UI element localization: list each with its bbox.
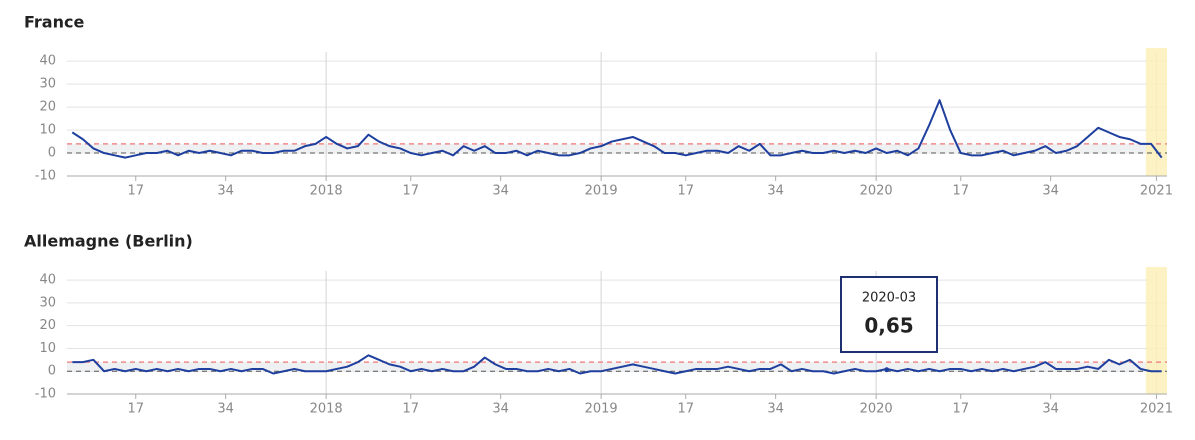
x-tick-label: 17 [402,184,419,199]
y-tick-label: 0 [48,146,56,161]
x-tick-label: 2021 [1140,402,1173,417]
threshold-band [67,362,1167,372]
y-tick-label: 40 [39,273,56,288]
x-tick-label: 34 [492,402,509,417]
panel-title: France [24,13,84,32]
x-tick-label: 17 [402,402,419,417]
highlight-band [1145,48,1167,176]
highlight-band [1145,267,1167,394]
x-tick-label: 17 [127,402,144,417]
panel-title: Allemagne (Berlin) [24,232,193,251]
x-tick-label: 34 [492,184,509,199]
y-tick-label: -10 [35,387,56,402]
y-tick-label: 30 [39,295,56,310]
y-tick-label: 30 [39,77,56,92]
y-tick-label: 20 [39,100,56,115]
tooltip-point [884,367,890,373]
x-tick-label: 2020 [860,402,893,417]
y-tick-label: 10 [39,341,56,356]
x-tick-label: 2019 [585,402,618,417]
x-tick-label: 2018 [310,402,343,417]
x-tick-label: 2020 [860,184,893,199]
y-tick-label: 0 [48,364,56,379]
x-tick-label: 17 [677,184,694,199]
x-tick-label: 17 [677,402,694,417]
x-tick-label: 2021 [1140,184,1173,199]
x-tick-label: 17 [127,184,144,199]
tooltip-title: 2020-03 [862,291,916,306]
y-tick-label: -10 [35,169,56,184]
x-tick-label: 2019 [585,184,618,199]
data-line [72,354,1162,375]
x-tick-label: 34 [767,402,784,417]
data-line [71,99,1163,159]
x-tick-label: 34 [1042,184,1059,199]
y-tick-label: 40 [39,54,56,69]
x-tick-label: 34 [217,402,234,417]
y-tick-label: 20 [39,318,56,333]
x-tick-label: 34 [217,184,234,199]
tooltip-value: 0,65 [864,314,913,338]
x-tick-label: 2018 [310,184,343,199]
x-tick-label: 17 [952,184,969,199]
x-tick-label: 34 [767,184,784,199]
x-tick-label: 34 [1042,402,1059,417]
tooltip-box [840,276,938,353]
x-tick-label: 17 [952,402,969,417]
y-tick-label: 10 [39,123,56,138]
threshold-band [67,143,1167,154]
